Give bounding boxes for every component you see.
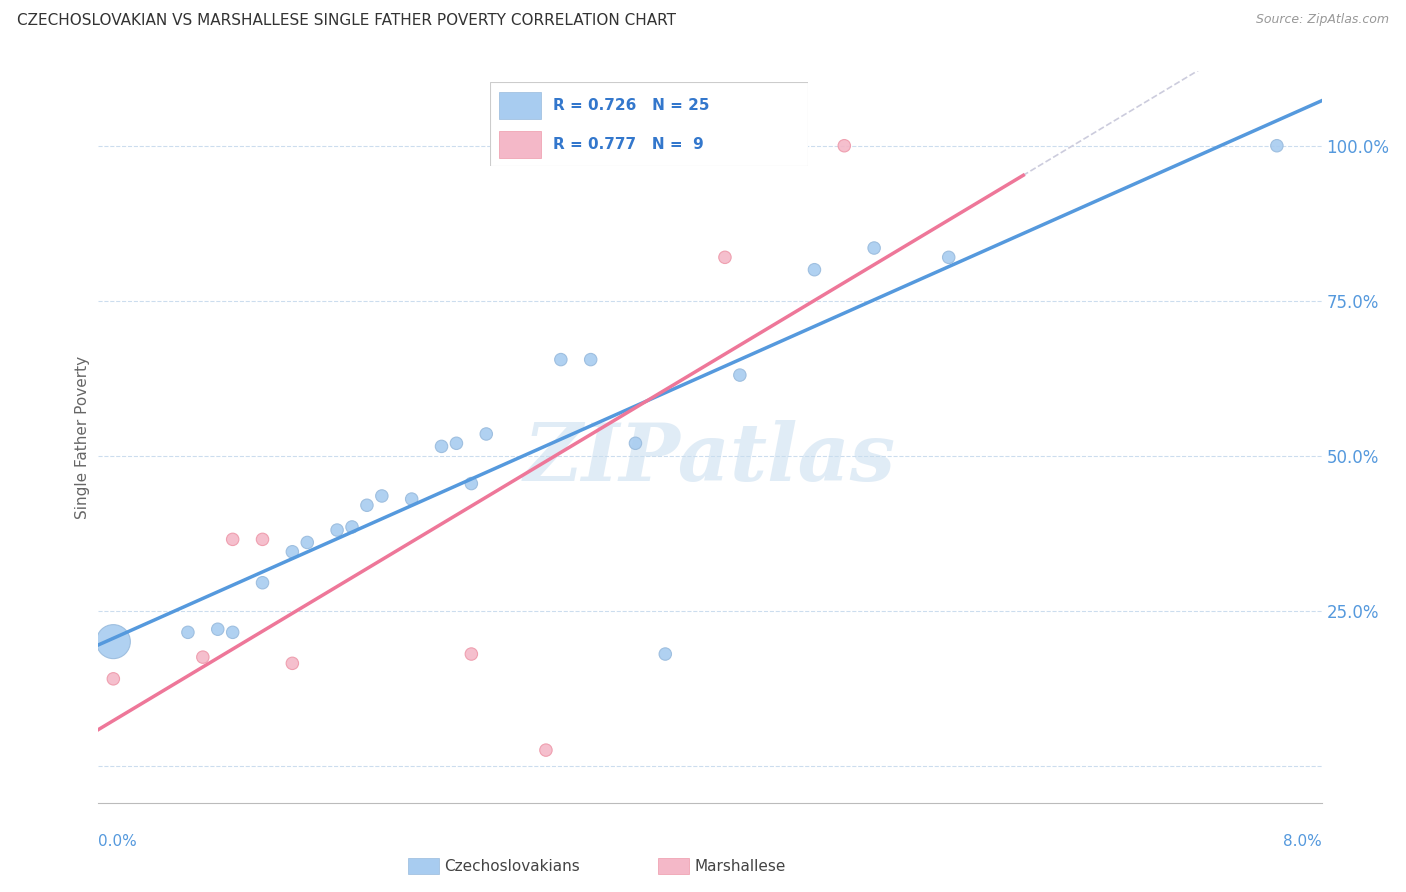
- Point: [728, 368, 751, 383]
- Point: [654, 647, 676, 661]
- Point: [177, 625, 200, 640]
- Point: [326, 523, 349, 537]
- Text: CZECHOSLOVAKIAN VS MARSHALLESE SINGLE FATHER POVERTY CORRELATION CHART: CZECHOSLOVAKIAN VS MARSHALLESE SINGLE FA…: [17, 13, 676, 29]
- Text: Marshallese: Marshallese: [695, 859, 786, 873]
- Y-axis label: Single Father Poverty: Single Father Poverty: [75, 356, 90, 518]
- Point: [534, 743, 557, 757]
- Text: ZIPatlas: ZIPatlas: [524, 420, 896, 498]
- Point: [430, 439, 453, 453]
- Point: [803, 262, 825, 277]
- Point: [252, 533, 274, 547]
- Text: 0.0%: 0.0%: [98, 834, 138, 849]
- Point: [103, 634, 125, 648]
- Point: [356, 498, 378, 512]
- Point: [550, 352, 572, 367]
- Point: [401, 491, 423, 506]
- Point: [938, 250, 960, 264]
- Text: Czechoslovakians: Czechoslovakians: [444, 859, 581, 873]
- Point: [446, 436, 468, 450]
- Point: [475, 427, 498, 442]
- Point: [371, 489, 394, 503]
- Point: [221, 625, 243, 640]
- Point: [281, 657, 304, 671]
- Point: [714, 250, 737, 264]
- Point: [460, 647, 482, 661]
- Point: [281, 545, 304, 559]
- Point: [832, 138, 855, 153]
- Point: [297, 535, 319, 549]
- Point: [624, 436, 647, 450]
- Text: 8.0%: 8.0%: [1282, 834, 1322, 849]
- Text: Source: ZipAtlas.com: Source: ZipAtlas.com: [1256, 13, 1389, 27]
- Point: [207, 622, 229, 636]
- Point: [221, 533, 243, 547]
- Point: [863, 241, 886, 255]
- Point: [1265, 138, 1288, 153]
- Point: [579, 352, 602, 367]
- Point: [460, 476, 482, 491]
- Point: [191, 650, 214, 665]
- Point: [252, 575, 274, 590]
- Point: [340, 520, 363, 534]
- Point: [103, 672, 125, 686]
